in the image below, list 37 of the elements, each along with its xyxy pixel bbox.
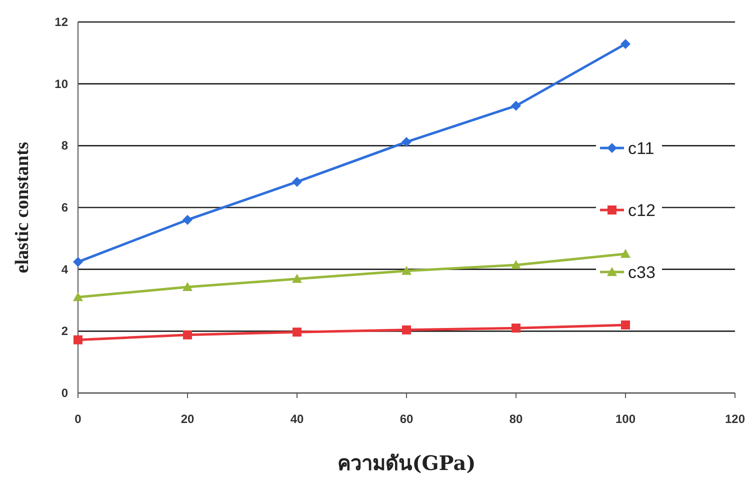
point xyxy=(512,324,520,333)
point xyxy=(620,248,630,258)
point xyxy=(402,136,412,147)
x-tick-label: 120 xyxy=(724,412,746,426)
x-tick-label: 60 xyxy=(400,412,414,426)
point xyxy=(620,38,630,49)
x-tick-label: 80 xyxy=(509,412,523,426)
y-tick-label: 2 xyxy=(61,324,68,338)
point xyxy=(402,266,412,275)
point xyxy=(182,282,192,291)
point xyxy=(621,320,630,330)
point xyxy=(292,274,302,283)
y-tick-label: 12 xyxy=(54,15,68,29)
point xyxy=(73,292,83,302)
y-tick-label: 0 xyxy=(61,386,68,400)
point xyxy=(183,330,192,340)
x-axis-title: ความดัน(GPa) xyxy=(337,451,476,475)
legend-label: c12 xyxy=(628,201,656,220)
point xyxy=(74,335,82,344)
point xyxy=(73,256,83,267)
y-axis-title: elastic constants xyxy=(12,142,33,274)
x-tick-label: 100 xyxy=(615,412,636,426)
point xyxy=(402,325,411,334)
legend-label: c11 xyxy=(628,139,654,158)
y-tick-label: 8 xyxy=(61,138,68,153)
point xyxy=(292,328,302,337)
x-tick-label: 0 xyxy=(74,412,82,426)
point xyxy=(511,100,521,111)
legend-label: c33 xyxy=(628,263,656,282)
x-tick-label: 40 xyxy=(290,412,304,426)
y-tick-label: 10 xyxy=(54,76,68,91)
point xyxy=(511,260,521,270)
point xyxy=(182,214,192,225)
y-tick-label: 4 xyxy=(61,262,68,276)
point xyxy=(292,176,302,187)
x-tick-label: 20 xyxy=(180,412,194,426)
y-tick-label: 6 xyxy=(61,200,68,214)
